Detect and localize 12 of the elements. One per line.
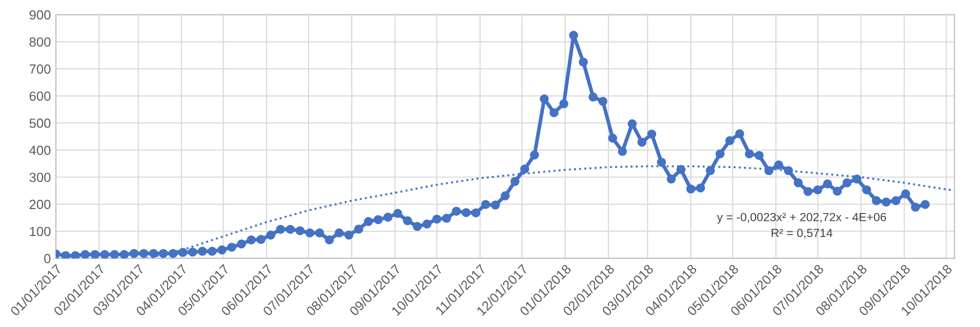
annotation: y = -0,0023x² + 202,72x - 4E+06 [716,212,886,224]
y-tick-label: 500 [30,118,50,128]
y-tick-label: 300 [29,172,50,182]
y-tick-label: 700 [30,64,50,74]
annotation: R² = 0,5714 [772,228,832,239]
y-tick-label: 100 [30,226,50,236]
y-tick-label: 800 [30,37,50,47]
y-tick-label: 200 [30,200,50,210]
y-tick-label: 600 [30,91,50,101]
y-tick-label: 900 [30,10,50,20]
y-tick-label: 0 [44,254,50,264]
y-tick-label: 400 [29,146,50,155]
